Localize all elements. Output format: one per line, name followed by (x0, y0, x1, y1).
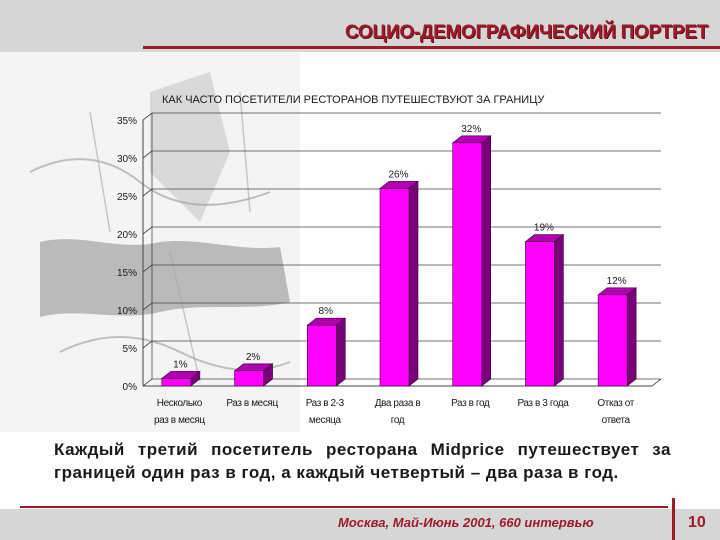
gridline-depth (142, 226, 153, 235)
bar-front (234, 370, 264, 387)
footer-source: Москва, Май-Июнь 2001, 660 интервью (338, 515, 594, 530)
x-tick-label: Отказ от (597, 398, 634, 409)
page-number-divider (672, 498, 675, 540)
bar (597, 287, 638, 387)
x-axis-depth (651, 378, 662, 387)
gridline-depth (142, 188, 153, 197)
background-sketch (0, 52, 300, 432)
bar (306, 317, 347, 387)
gridline-depth (142, 264, 153, 273)
bar-chart: КАК ЧАСТО ПОСЕТИТЕЛИ РЕСТОРАНОВ ПУТЕШЕСТ… (117, 94, 662, 426)
bar-front (525, 241, 555, 387)
bar (160, 370, 201, 387)
gridline-depth (142, 340, 153, 349)
bar-side (554, 233, 564, 387)
page-title: СОЦИО-ДЕМОГРАФИЧЕСКИЙ ПОРТРЕТ (344, 22, 708, 43)
gridline-depth (142, 378, 153, 387)
y-tick-label: 20% (117, 230, 137, 241)
x-tick-label: Раз в месяц (226, 398, 278, 409)
bar-front (597, 294, 628, 387)
value-label: 8% (319, 306, 334, 317)
x-tick-label: Раз в 3 года (517, 398, 569, 409)
x-tick-label: Несколько (157, 398, 203, 409)
y-tick-label: 0% (123, 382, 138, 393)
bar-front (379, 188, 410, 387)
header-bar (0, 0, 720, 52)
value-label: 32% (461, 124, 481, 135)
gridline-depth (142, 302, 153, 311)
x-tick-label: ответа (602, 415, 631, 426)
bar (233, 363, 274, 387)
x-tick-label: раз в месяц (154, 415, 205, 426)
x-tick-label: месяца (309, 415, 342, 426)
y-axis-ticks: 0% 5% 10% 15% 20% 25% 30% 35% (117, 116, 137, 393)
chart-title: КАК ЧАСТО ПОСЕТИТЕЛИ РЕСТОРАНОВ ПУТЕШЕСТ… (162, 94, 545, 106)
bar-side (335, 317, 346, 387)
y-tick-label: 15% (117, 268, 137, 279)
bar (524, 233, 565, 387)
value-label: 2% (246, 352, 261, 363)
value-label: 12% (607, 276, 627, 287)
value-labels: 1% 2% 8% 26% 32% 19% 12% (173, 124, 627, 371)
summary-text: Каждый третий посетитель ресторана Midpr… (54, 440, 671, 482)
y-tick-label: 10% (117, 306, 137, 317)
bar-front (306, 324, 337, 387)
value-label: 26% (388, 169, 408, 180)
y-tick-label: 35% (117, 116, 137, 127)
title-underline (143, 46, 720, 49)
footer-rule (20, 506, 668, 508)
bar-front (161, 378, 192, 387)
bar-side (481, 135, 492, 387)
value-label: 1% (173, 359, 188, 370)
y-tick-label: 25% (117, 192, 137, 203)
x-tick-label: Раз в год (451, 398, 490, 409)
y-tick-label: 30% (117, 154, 137, 165)
bar (379, 180, 419, 387)
bar-side (408, 180, 419, 387)
value-label: 19% (534, 223, 554, 234)
x-axis-labels: Несколько раз в месяц Раз в месяц Раз в 2-3… (154, 398, 635, 426)
x-tick-label: год (391, 415, 405, 426)
bars (160, 135, 638, 387)
bar-front (452, 142, 483, 387)
bar-side (626, 287, 637, 387)
gridline-depth (142, 150, 153, 159)
bar (451, 135, 492, 387)
y-tick-label: 5% (123, 344, 138, 355)
gridline-depth (142, 112, 153, 121)
x-tick-label: Раз в 2-3 (306, 398, 345, 409)
page-number: 10 (688, 514, 706, 531)
footer-bar (0, 509, 720, 540)
x-tick-label: Два раза в (375, 398, 421, 409)
